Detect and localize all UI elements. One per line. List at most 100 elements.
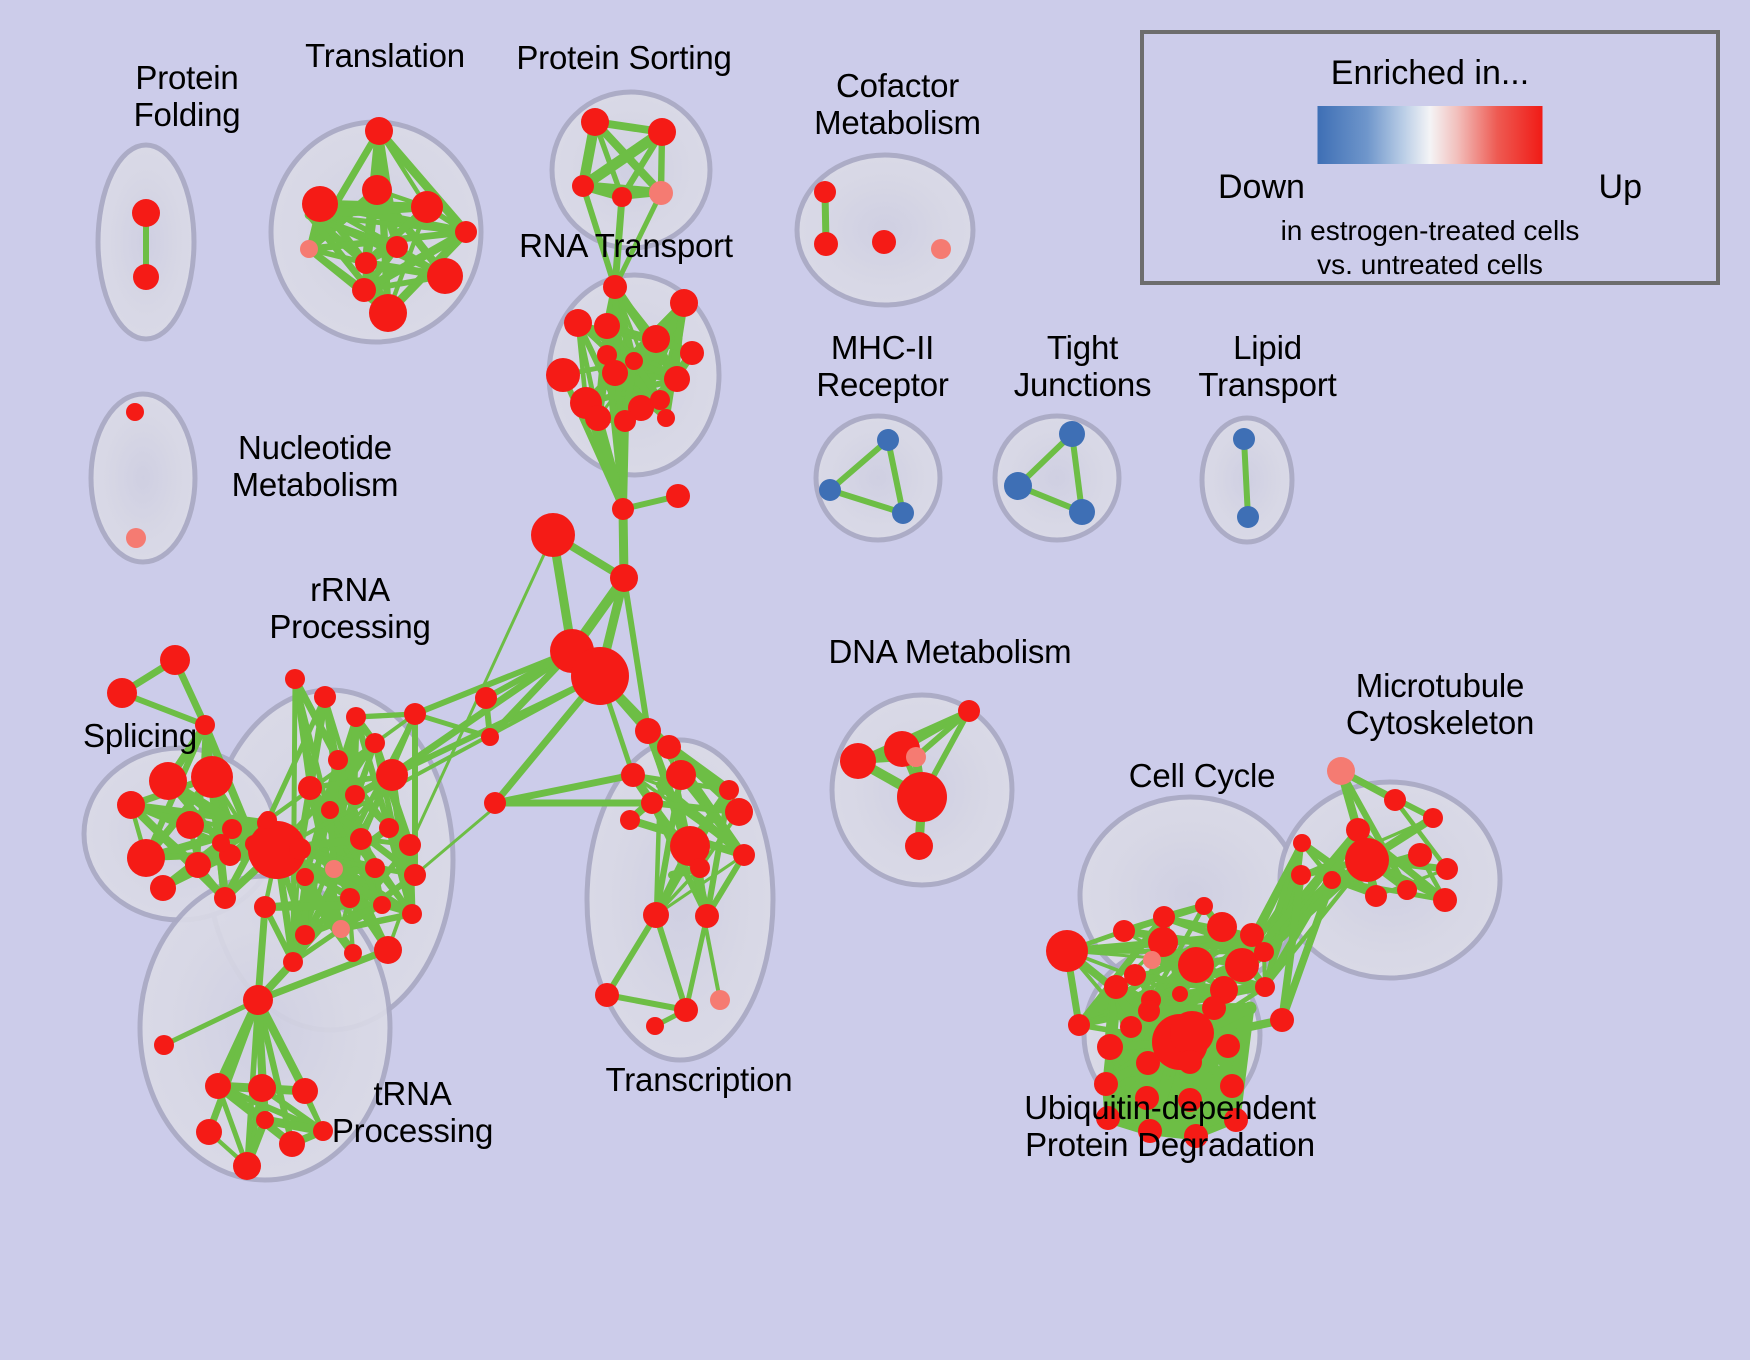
network-node[interactable] bbox=[1135, 1086, 1159, 1110]
network-node[interactable] bbox=[1184, 1124, 1208, 1148]
network-node[interactable] bbox=[365, 858, 385, 878]
network-node[interactable] bbox=[642, 325, 670, 353]
network-node[interactable] bbox=[1423, 808, 1443, 828]
network-node[interactable] bbox=[680, 341, 704, 365]
network-node[interactable] bbox=[906, 747, 926, 767]
network-node[interactable] bbox=[931, 239, 951, 259]
network-node[interactable] bbox=[1365, 885, 1387, 907]
network-node[interactable] bbox=[814, 181, 836, 203]
network-node[interactable] bbox=[1120, 1016, 1142, 1038]
network-node[interactable] bbox=[1293, 834, 1311, 852]
network-node[interactable] bbox=[295, 925, 315, 945]
network-node[interactable] bbox=[657, 409, 675, 427]
network-node[interactable] bbox=[117, 791, 145, 819]
network-node[interactable] bbox=[379, 818, 399, 838]
network-node[interactable] bbox=[1178, 947, 1214, 983]
network-node[interactable] bbox=[603, 275, 627, 299]
network-node[interactable] bbox=[386, 236, 408, 258]
network-node[interactable] bbox=[243, 985, 273, 1015]
network-node[interactable] bbox=[531, 513, 575, 557]
network-node[interactable] bbox=[1046, 930, 1088, 972]
network-node[interactable] bbox=[666, 760, 696, 790]
network-node[interactable] bbox=[1097, 1034, 1123, 1060]
network-node[interactable] bbox=[212, 834, 230, 852]
network-node[interactable] bbox=[127, 839, 165, 877]
network-node[interactable] bbox=[233, 1152, 261, 1180]
network-node[interactable] bbox=[314, 686, 336, 708]
network-node[interactable] bbox=[1178, 1050, 1202, 1074]
network-node[interactable] bbox=[132, 199, 160, 227]
network-node[interactable] bbox=[1195, 897, 1213, 915]
network-node[interactable] bbox=[733, 844, 755, 866]
network-node[interactable] bbox=[1291, 865, 1311, 885]
network-node[interactable] bbox=[646, 1017, 664, 1035]
network-node[interactable] bbox=[725, 798, 753, 826]
network-node[interactable] bbox=[1220, 1074, 1244, 1098]
network-node[interactable] bbox=[344, 944, 362, 962]
network-node[interactable] bbox=[695, 904, 719, 928]
network-node[interactable] bbox=[222, 819, 242, 839]
network-node[interactable] bbox=[1323, 871, 1341, 889]
network-node[interactable] bbox=[1004, 472, 1032, 500]
network-node[interactable] bbox=[365, 733, 385, 753]
network-node[interactable] bbox=[877, 429, 899, 451]
network-node[interactable] bbox=[1433, 888, 1457, 912]
network-node[interactable] bbox=[369, 294, 407, 332]
network-node[interactable] bbox=[399, 834, 421, 856]
network-node[interactable] bbox=[1178, 1088, 1202, 1112]
network-node[interactable] bbox=[1346, 818, 1370, 842]
network-node[interactable] bbox=[402, 904, 422, 924]
network-node[interactable] bbox=[670, 826, 710, 866]
network-node[interactable] bbox=[1068, 1014, 1090, 1036]
network-node[interactable] bbox=[292, 1078, 318, 1104]
network-node[interactable] bbox=[610, 564, 638, 592]
network-node[interactable] bbox=[1113, 920, 1135, 942]
network-node[interactable] bbox=[1225, 948, 1259, 982]
network-node[interactable] bbox=[279, 1131, 305, 1157]
network-node[interactable] bbox=[1138, 1000, 1160, 1022]
network-node[interactable] bbox=[612, 498, 634, 520]
network-node[interactable] bbox=[710, 990, 730, 1010]
network-node[interactable] bbox=[572, 175, 594, 197]
network-node[interactable] bbox=[196, 1119, 222, 1145]
network-node[interactable] bbox=[1138, 1119, 1162, 1143]
network-node[interactable] bbox=[289, 838, 311, 860]
network-node[interactable] bbox=[621, 763, 645, 787]
network-node[interactable] bbox=[455, 221, 477, 243]
network-node[interactable] bbox=[313, 1121, 333, 1141]
network-node[interactable] bbox=[404, 864, 426, 886]
network-node[interactable] bbox=[195, 715, 215, 735]
network-node[interactable] bbox=[581, 108, 609, 136]
network-node[interactable] bbox=[484, 792, 506, 814]
network-node[interactable] bbox=[1237, 506, 1259, 528]
network-node[interactable] bbox=[328, 750, 348, 770]
network-node[interactable] bbox=[1207, 912, 1237, 942]
network-node[interactable] bbox=[650, 390, 670, 410]
network-node[interactable] bbox=[897, 772, 947, 822]
network-node[interactable] bbox=[126, 528, 146, 548]
network-node[interactable] bbox=[546, 358, 580, 392]
network-node[interactable] bbox=[643, 902, 669, 928]
network-node[interactable] bbox=[321, 801, 339, 819]
network-node[interactable] bbox=[585, 405, 611, 431]
network-node[interactable] bbox=[340, 888, 360, 908]
network-node[interactable] bbox=[362, 175, 392, 205]
network-node[interactable] bbox=[620, 810, 640, 830]
network-node[interactable] bbox=[594, 313, 620, 339]
network-node[interactable] bbox=[283, 952, 303, 972]
network-node[interactable] bbox=[296, 868, 314, 886]
network-node[interactable] bbox=[1240, 923, 1264, 947]
network-node[interactable] bbox=[1096, 1106, 1120, 1130]
network-node[interactable] bbox=[648, 118, 676, 146]
network-node[interactable] bbox=[185, 852, 211, 878]
network-node[interactable] bbox=[254, 896, 276, 918]
network-node[interactable] bbox=[302, 186, 338, 222]
network-node[interactable] bbox=[373, 896, 391, 914]
network-node[interactable] bbox=[154, 1035, 174, 1055]
network-node[interactable] bbox=[1224, 1108, 1248, 1132]
network-node[interactable] bbox=[819, 479, 841, 501]
network-node[interactable] bbox=[107, 678, 137, 708]
network-node[interactable] bbox=[1170, 1011, 1214, 1055]
network-node[interactable] bbox=[404, 703, 426, 725]
network-node[interactable] bbox=[1148, 927, 1178, 957]
